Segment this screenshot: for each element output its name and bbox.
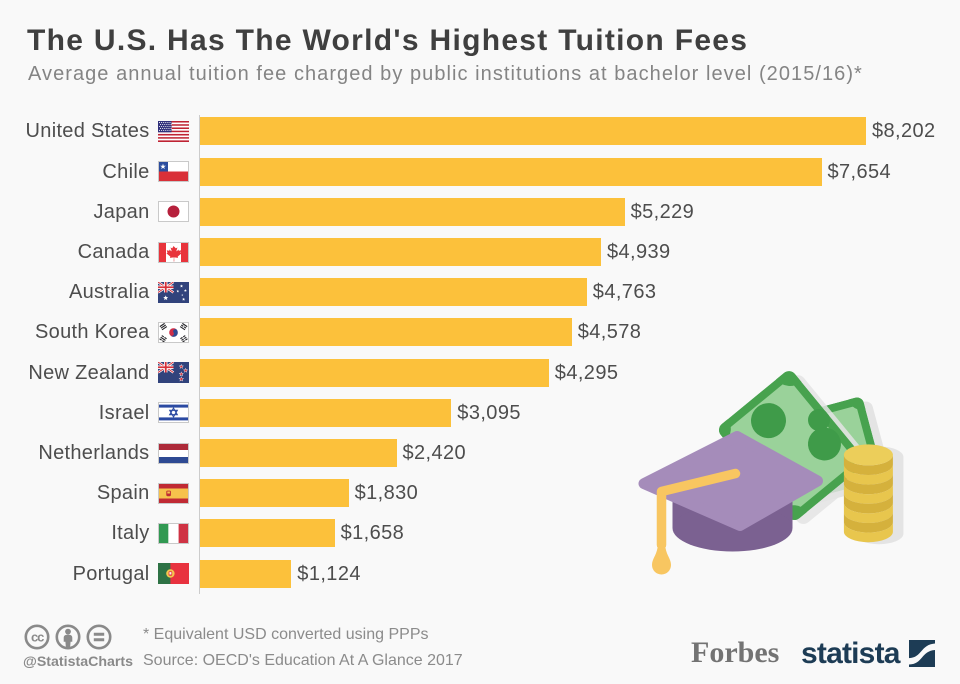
svg-text:cc: cc xyxy=(31,630,44,645)
